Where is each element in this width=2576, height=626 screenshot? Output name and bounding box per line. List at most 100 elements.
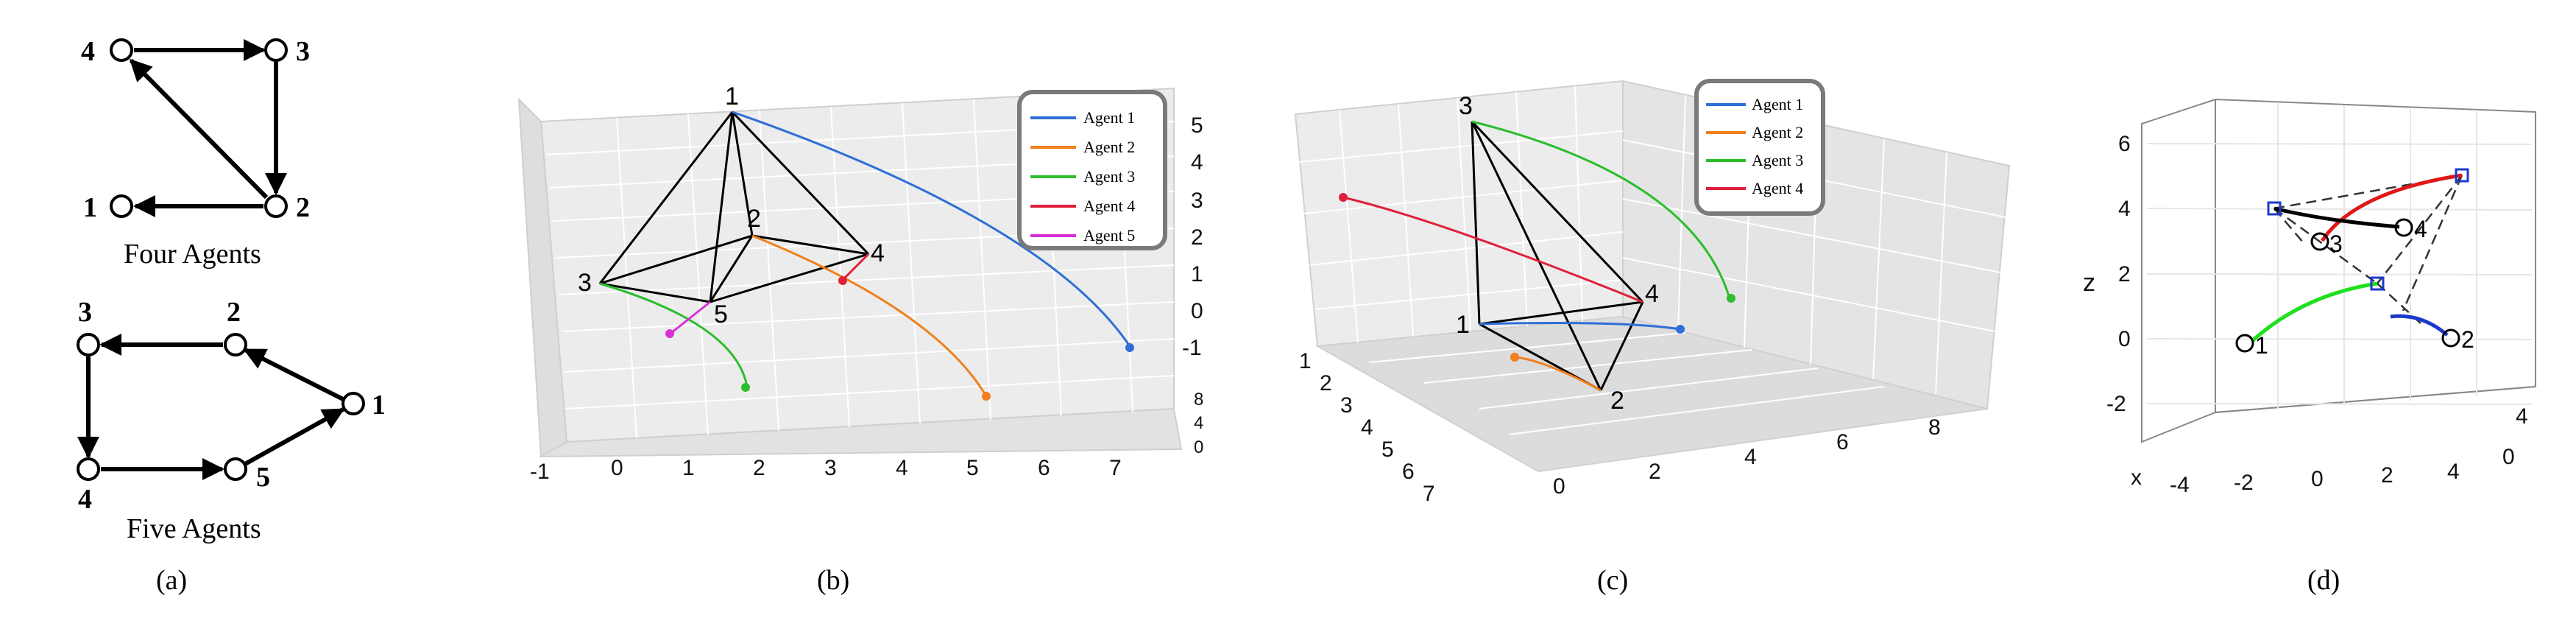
end-agent-2 (982, 392, 991, 401)
y-tick: 7 (1423, 482, 1435, 506)
floor-pane (1314, 315, 1988, 473)
trajectory-agent-2 (751, 234, 988, 397)
x-axis-label: x (2131, 465, 2142, 490)
four-agents-title: Four Agents (124, 239, 261, 270)
legend-c: Agent 1 Agent 2 Agent 3 Agent 4 (1694, 79, 1825, 216)
z-ticks-d: 6 4 2 0 -2 (2106, 132, 2131, 416)
y-tick: 0 (1194, 437, 1203, 457)
vertex-label-1: 1 (725, 82, 739, 110)
panel-d: 1 2 3 4 z 6 4 2 0 -2 x -4 -2 0 2 4 0 4 (… (2083, 98, 2536, 596)
five-node-label-5: 5 (256, 462, 270, 493)
five-agents-title: Five Agents (127, 513, 261, 544)
start-agent-2 (2441, 328, 2460, 348)
y-tick: 3 (1340, 393, 1353, 418)
floor-pane (538, 407, 1183, 458)
end-agent-3 (1727, 294, 1735, 303)
trajectory-agent-4 (841, 253, 870, 281)
panel-c: 1 2 3 4 1 2 3 4 5 6 7 0 2 4 6 8 Agent 1 … (1294, 79, 2011, 596)
x-tick: 7 (1109, 456, 1122, 480)
y-tick: 8 (1194, 390, 1203, 409)
node-4 (110, 38, 133, 62)
x-tick: -2 (2234, 471, 2254, 495)
four-node-label-4: 4 (81, 36, 95, 67)
five-node-label-3: 3 (78, 297, 92, 328)
z-tick: 5 (1191, 113, 1203, 138)
end-agent-1 (1125, 343, 1134, 352)
vertex-label-5: 5 (714, 300, 728, 328)
vertex-label-3: 3 (578, 269, 592, 297)
vertex-label-4: 4 (2414, 216, 2427, 242)
vertex-label-3: 3 (1459, 92, 1473, 120)
y-ticks-b: 8 4 0 (1194, 390, 1203, 457)
x-tick: 1 (682, 456, 695, 480)
trajectory-agent-2 (2390, 314, 2449, 337)
vertex-label-2: 2 (747, 205, 761, 233)
x-tick: 6 (1038, 456, 1050, 480)
x-tick: -4 (2170, 473, 2190, 497)
node-3 (264, 38, 288, 62)
vertex-label-1: 1 (2255, 332, 2268, 359)
x-tick: 3 (824, 456, 837, 480)
y-ticks-d: 0 4 (2502, 404, 2528, 469)
z-tick: -2 (2106, 392, 2126, 416)
panel-a: 4 3 1 2 Four Agents 3 2 1 4 5 Five Agent… (77, 36, 386, 596)
caption-c: (c) (1597, 565, 1628, 596)
x-ticks-b: -1 0 1 2 3 4 5 6 7 (530, 456, 1122, 484)
x-tick: 6 (1836, 430, 1849, 454)
vertex-label-1: 1 (1456, 311, 1470, 339)
y-tick: 6 (1402, 460, 1415, 484)
trajectory-agent-3 (599, 282, 749, 387)
legend-item-agent-1: Agent 1 (1752, 95, 1803, 113)
four-agents-nodes (110, 38, 288, 218)
vertex-label-4: 4 (1645, 280, 1659, 308)
trajectory-agent-3 (2320, 173, 2463, 242)
y-tick: 2 (1320, 371, 1332, 395)
trajectory-agent-1 (1479, 322, 1681, 331)
legend-item-agent-4: Agent 4 (1752, 179, 1803, 197)
trajectory-agent-4 (2274, 206, 2400, 229)
y-ticks-c: 1 2 3 4 5 6 7 (1299, 349, 1435, 506)
y-tick: 4 (1361, 415, 1373, 440)
edge-5-1 (244, 407, 345, 466)
end-agent-4 (838, 276, 847, 285)
four-node-label-3: 3 (296, 36, 310, 67)
x-tick: 4 (896, 456, 908, 480)
start-agent-1 (2235, 334, 2254, 353)
four-agents-graph (129, 39, 287, 217)
trajectory-agent-4 (1342, 196, 1643, 303)
four-node-label-1: 1 (83, 192, 97, 223)
x-ticks-c: 0 2 4 6 8 (1553, 415, 1941, 499)
trajectory-agent-1 (2251, 281, 2378, 342)
legend-item-agent-4: Agent 4 (1083, 197, 1135, 215)
x-tick: 0 (1553, 474, 1565, 499)
y-tick: 4 (1194, 413, 1203, 433)
trajectory-agent-3 (1471, 120, 1731, 299)
vertex-label-3: 3 (2329, 231, 2343, 257)
panel-b: 1 2 3 4 5 -1 0 1 2 3 4 5 6 7 5 4 3 2 1 0… (517, 82, 1203, 596)
x-tick: 4 (2447, 460, 2460, 484)
legend-item-agent-1: Agent 1 (1083, 108, 1135, 127)
start-agent-4 (2394, 218, 2413, 237)
five-agents-nodes (77, 333, 365, 481)
x-tick: 2 (753, 456, 765, 480)
z-tick: -1 (1182, 336, 1202, 360)
x-tick: 5 (966, 456, 979, 480)
four-node-label-2: 2 (296, 192, 310, 223)
grid-b (545, 91, 1175, 439)
z-tick: 2 (2118, 262, 2131, 286)
x-ticks-d: -4 -2 0 2 4 (2170, 460, 2460, 497)
vertex-label-2: 2 (2461, 326, 2474, 353)
x-tick: 2 (1649, 460, 1661, 484)
x-tick: 0 (611, 456, 623, 480)
end-agent-2 (1510, 353, 1519, 362)
legend-item-agent-5: Agent 5 (1083, 226, 1135, 245)
x-tick: 8 (1928, 415, 1941, 440)
start-agent-3 (2310, 232, 2329, 251)
z-tick: 0 (2118, 327, 2131, 351)
end-agent-3 (2455, 168, 2469, 183)
y-tick: 0 (2502, 445, 2515, 469)
grid-d (2146, 103, 2533, 409)
legend-item-agent-3: Agent 3 (1083, 167, 1135, 186)
legend-b: Agent 1 Agent 2 Agent 3 Agent 4 Agent 5 (1017, 90, 1167, 250)
